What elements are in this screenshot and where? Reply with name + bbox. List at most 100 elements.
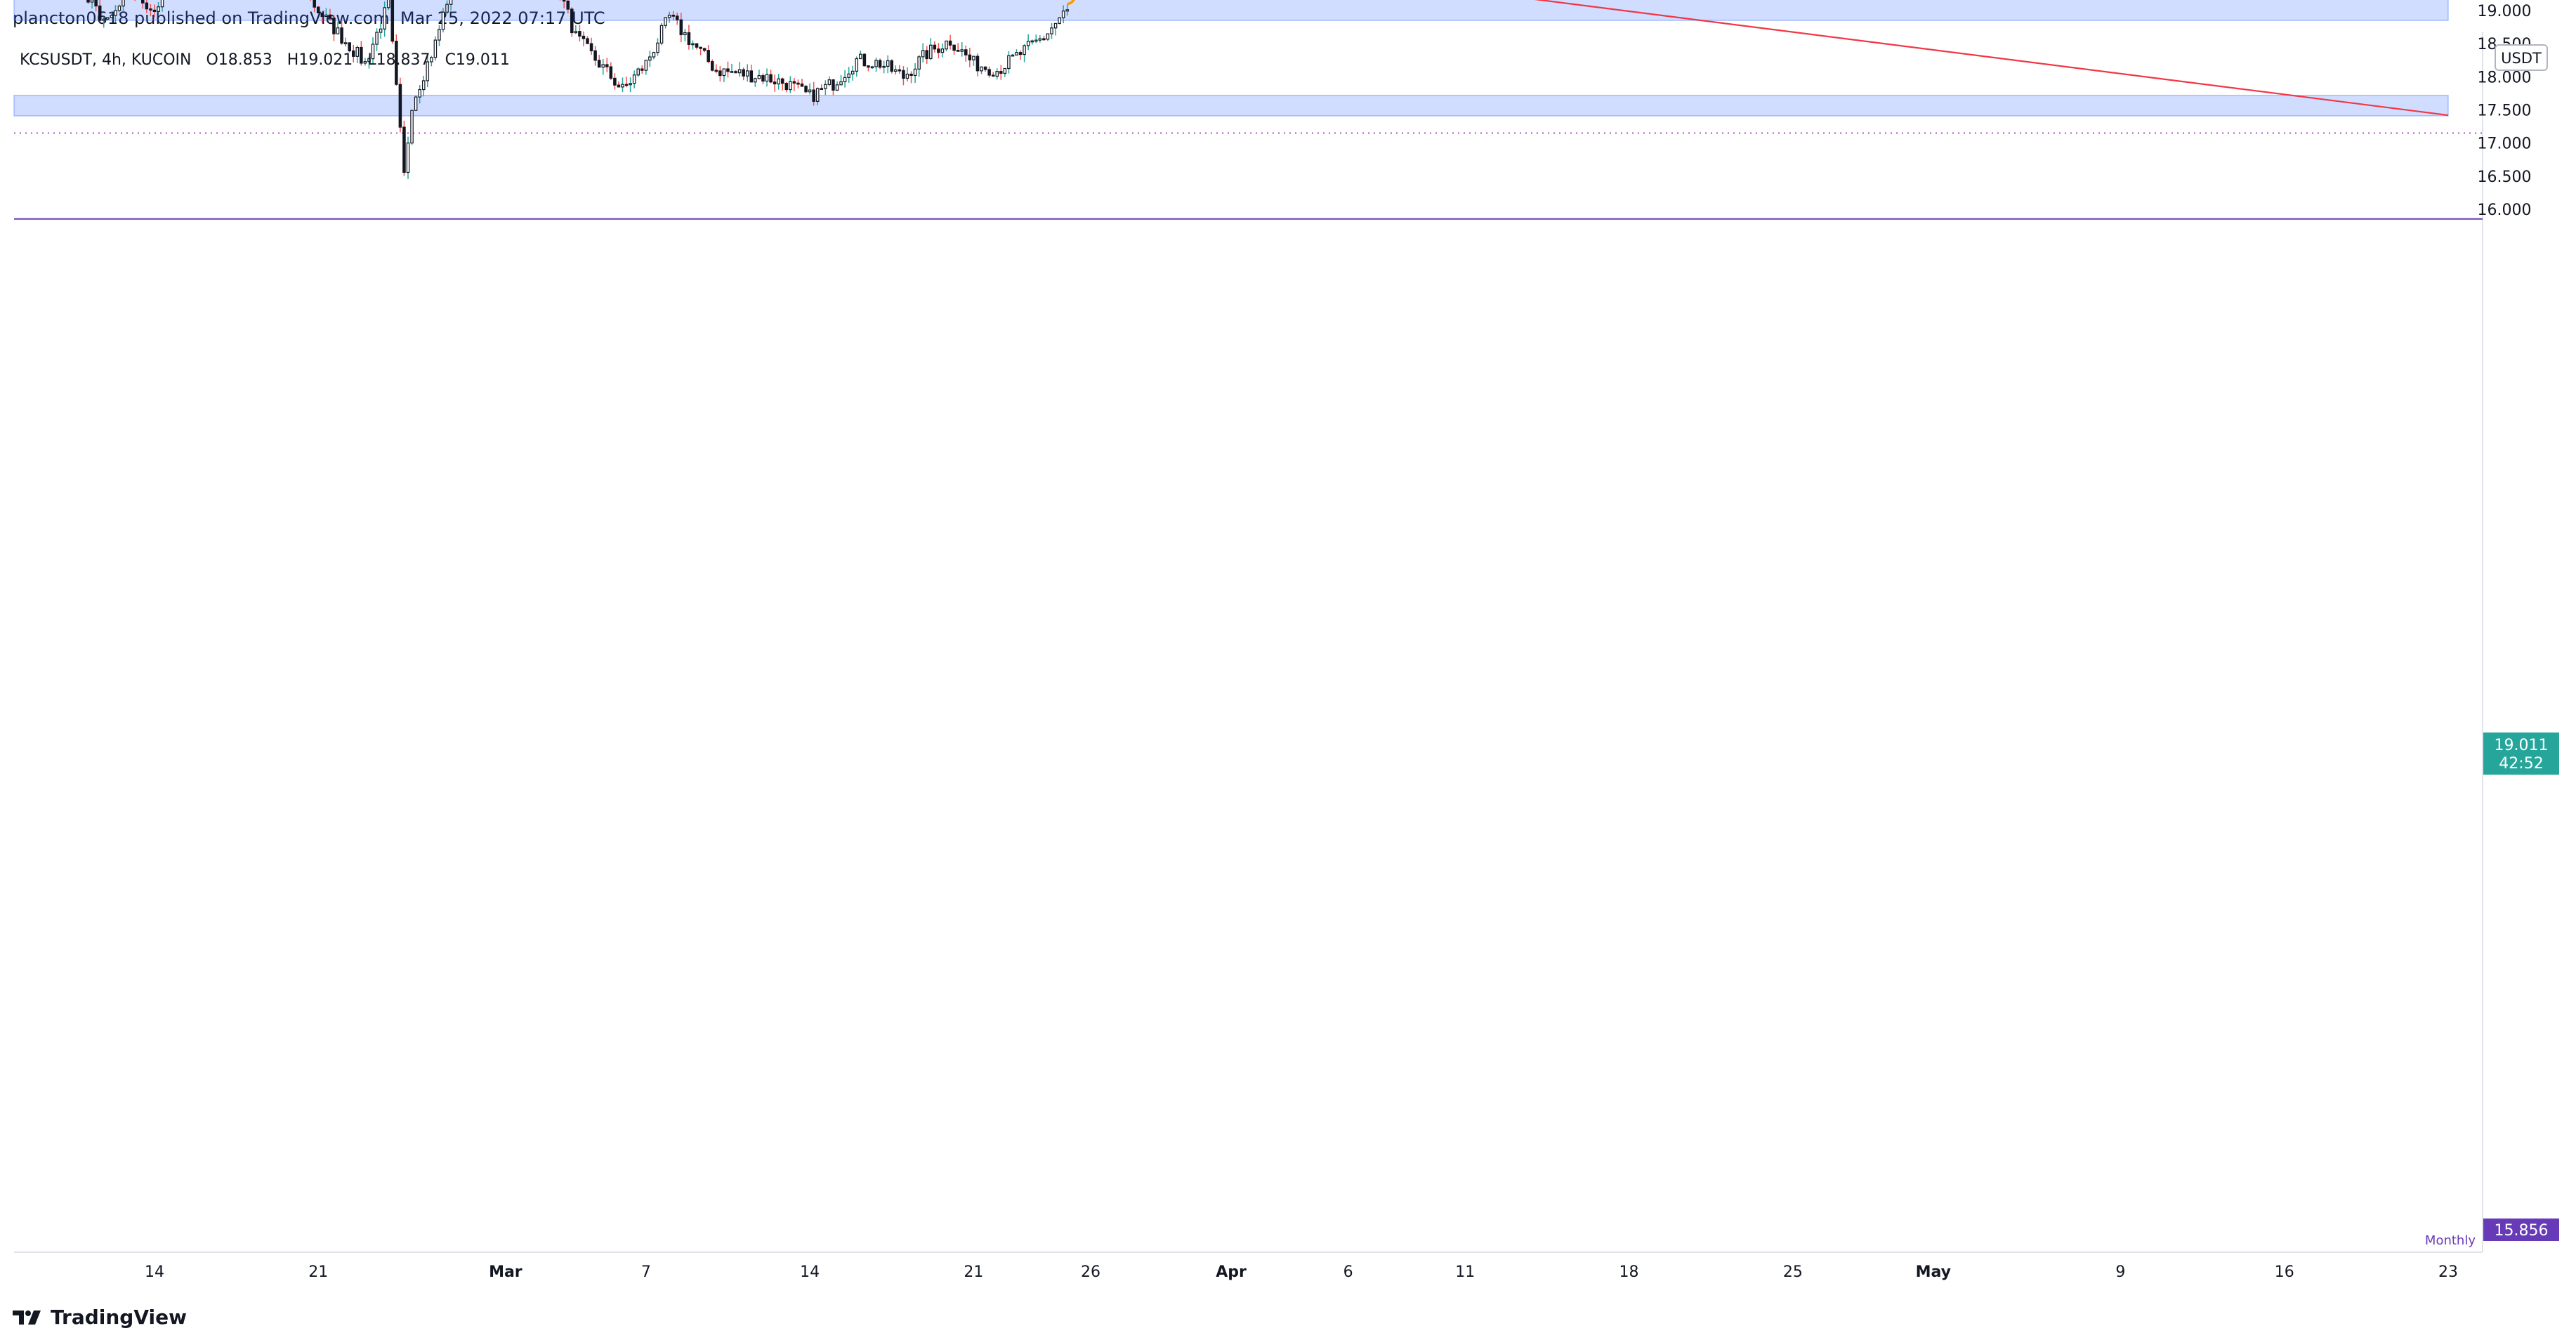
candle-body-up	[421, 80, 426, 91]
candle-body-up	[406, 143, 410, 173]
candle-body-up	[683, 32, 687, 36]
candle	[636, 67, 640, 77]
candle	[348, 42, 351, 53]
descending-trendline	[1534, 0, 2449, 117]
candle	[601, 58, 605, 75]
candle-body-up	[855, 58, 859, 72]
price-tick-label: 19.000	[2478, 3, 2532, 20]
price-tick-label: 18.000	[2478, 69, 2532, 86]
candle	[945, 40, 948, 52]
candle-body-down	[617, 84, 621, 88]
candle	[761, 73, 765, 85]
candle-body-down	[593, 50, 597, 61]
candle	[905, 67, 909, 82]
time-axis[interactable]: 14 21 Mar 7 14 21 26 Apr 6 11 18 25 May 9 16 23	[145, 1263, 2458, 1281]
candle-body-up	[777, 78, 780, 85]
candle-body-down	[699, 46, 702, 49]
candle	[913, 63, 917, 84]
candle-body-down	[898, 69, 902, 72]
candle	[114, 5, 117, 23]
candle	[894, 65, 898, 75]
price-axis[interactable]: 23.00022.50022.00021.50021.00020.50020.0…	[2478, 0, 2532, 219]
candle	[722, 68, 726, 82]
candle-body-up	[371, 44, 375, 60]
candle-body-down	[640, 68, 644, 71]
candle-body-up	[433, 39, 438, 58]
candle-body-up	[882, 65, 886, 68]
candle	[754, 77, 757, 87]
candle	[110, 12, 114, 18]
candle	[343, 37, 348, 47]
candle-body-down	[566, 0, 570, 10]
candle-body-down	[94, 0, 98, 7]
candle-body-down	[983, 66, 987, 70]
tradingview-logo[interactable]: TradingView	[13, 1303, 187, 1331]
candle	[749, 64, 754, 83]
time-tick-label: 9	[2115, 1263, 2125, 1281]
candle-body-up	[1023, 45, 1026, 55]
candle	[917, 55, 921, 77]
candle	[808, 83, 812, 95]
candle	[921, 43, 925, 63]
time-tick-label: 11	[1455, 1263, 1475, 1281]
candle	[449, 0, 453, 11]
candle-body-down	[902, 70, 905, 79]
candle-body-down	[820, 88, 824, 90]
candle	[648, 51, 652, 67]
candle-body-up	[121, 0, 125, 7]
candle	[925, 46, 929, 64]
candle	[664, 17, 667, 29]
candle	[832, 79, 835, 96]
candle	[86, 0, 90, 4]
candle	[780, 77, 784, 91]
candle	[430, 55, 433, 67]
candle	[562, 0, 566, 8]
candle	[570, 7, 574, 37]
price-tick-label: 16.500	[2478, 169, 2532, 186]
candle-body-down	[395, 41, 398, 85]
candle	[640, 65, 644, 74]
candle	[975, 53, 980, 77]
candle	[410, 110, 414, 145]
candle	[874, 57, 878, 72]
candle	[702, 47, 707, 53]
candle	[586, 36, 589, 44]
time-tick-label: Mar	[489, 1263, 523, 1281]
candle	[379, 22, 383, 39]
candle-body-up	[343, 42, 348, 44]
candle-body-up	[410, 110, 414, 144]
candle	[714, 64, 718, 74]
currency-badge[interactable]: USDT	[2495, 44, 2548, 71]
candle-body-up	[636, 68, 640, 76]
time-tick-label: Apr	[1216, 1263, 1247, 1281]
candle	[777, 74, 780, 90]
candle-body-up	[874, 60, 878, 67]
candle-body-down	[975, 55, 980, 72]
candle	[737, 62, 742, 77]
candle-body-down	[679, 19, 683, 36]
currency-badge-box	[2495, 44, 2548, 71]
candle-body-down	[609, 66, 613, 79]
candle-body-down	[714, 70, 718, 72]
candle-body-up	[745, 70, 749, 77]
candle-body-down	[316, 6, 320, 14]
candle-body-up	[426, 61, 430, 81]
candle-body-up	[886, 60, 890, 67]
candle	[933, 41, 937, 53]
candle-body-down	[348, 42, 351, 52]
candle-body-down	[398, 84, 402, 128]
candle	[824, 80, 827, 96]
candle	[784, 81, 789, 93]
candle	[812, 81, 815, 106]
candle-body-down	[581, 35, 586, 39]
candle-body-up	[839, 81, 843, 86]
candle	[613, 73, 617, 90]
candle	[855, 56, 859, 77]
candle	[843, 70, 847, 88]
candle-body-down	[792, 81, 796, 84]
candle	[360, 41, 363, 66]
candle-body-up	[114, 10, 117, 16]
candle	[890, 59, 894, 74]
candle-body-down	[968, 54, 972, 60]
